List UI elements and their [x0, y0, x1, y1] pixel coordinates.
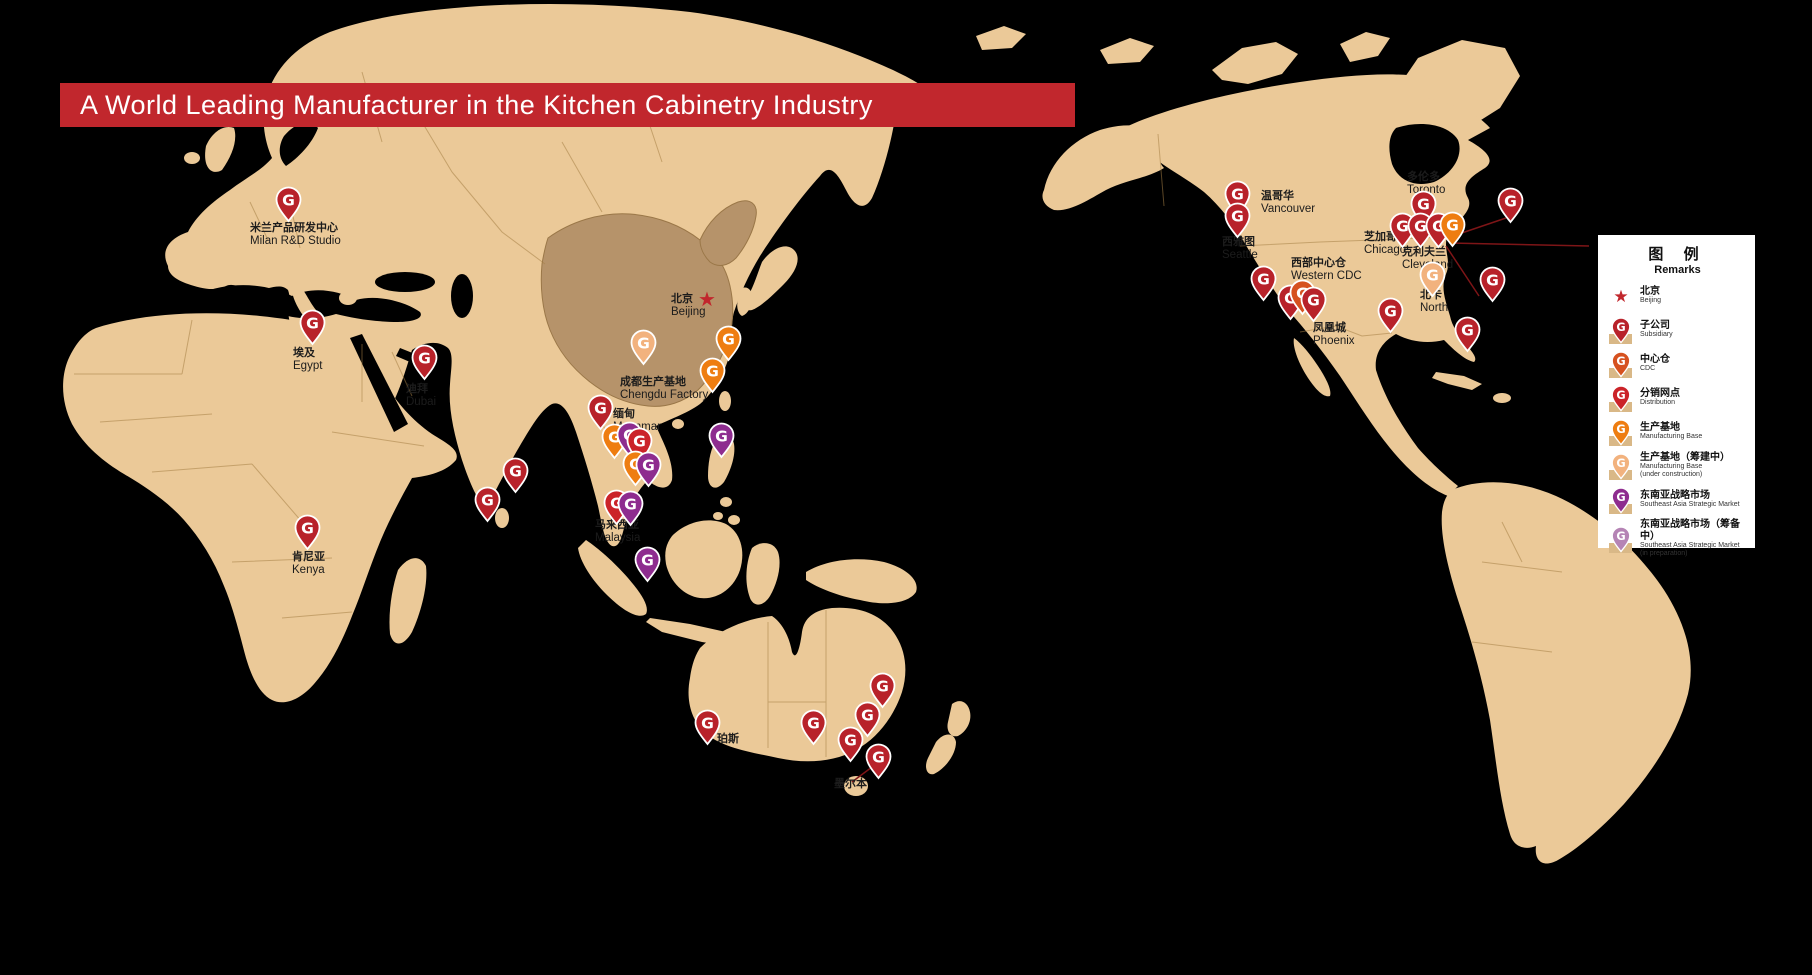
mfg-pin-icon: G	[1606, 417, 1636, 446]
legend-label-zh: 北京	[1640, 285, 1660, 297]
legend-item-mfg_prep: G 生产基地（筹建中） Manufacturing Base (under const…	[1606, 451, 1749, 480]
legend-item-text: 北京 Beijing	[1636, 286, 1661, 306]
beijing-star-icon: ★	[698, 289, 716, 311]
china-region	[540, 200, 757, 407]
beijing-label-zh: 北京	[671, 293, 693, 305]
svg-text:G: G	[1616, 321, 1625, 334]
legend-label-en: Distribution	[1640, 399, 1676, 407]
legend-item-text: 分销网点 Distribution	[1636, 388, 1680, 408]
legend-item-sea_prep: G 东南亚战略市场（筹备中） Southeast Asia Strategic Ma…	[1606, 519, 1749, 558]
beijing-label-en: Beijing	[671, 305, 706, 318]
legend-label-en: Southeast Asia Strategic Market	[1640, 501, 1740, 509]
legend-label-en: Beijing	[1640, 297, 1662, 305]
legend-item-mfg: G 生产基地 Manufacturing Base	[1606, 417, 1749, 446]
legend-label-en: (in preparation)	[1640, 550, 1688, 558]
legend-label-zh: 生产基地	[1640, 421, 1680, 433]
legend-label-en: Subsidiary	[1640, 331, 1673, 339]
svg-text:G: G	[1616, 491, 1625, 504]
legend-title-zh: 图 例	[1648, 246, 1707, 263]
subsidiary-pin-icon: G	[1606, 315, 1636, 344]
sea_prep-pin-icon: G	[1606, 524, 1636, 554]
legend-item-text: 中心仓 CDC	[1636, 354, 1670, 374]
legend-item-distribution: G 分销网点 Distribution	[1606, 383, 1749, 412]
cdc-pin-icon: G	[1606, 349, 1636, 378]
legend-items: ★ 北京 Beijing G 子公司 Subsidiary G 中心仓 CDC G 分销网点 Dist…	[1606, 281, 1749, 558]
connector-line	[1448, 242, 1590, 247]
legend-item-cdc: G 中心仓 CDC	[1606, 349, 1749, 378]
legend-label-en: Manufacturing Base	[1640, 463, 1703, 471]
distribution-pin-icon: G	[1606, 383, 1636, 412]
legend-item-text: 东南亚战略市场（筹备中） Southeast Asia Strategic Mar…	[1636, 519, 1749, 558]
legend-label-en: Southeast Asia Strategic Market	[1640, 542, 1740, 549]
legend-title-en: Remarks	[1654, 264, 1701, 276]
legend-item-text: 生产基地 Manufacturing Base	[1636, 422, 1702, 442]
legend-label-en: Manufacturing Base	[1640, 433, 1703, 441]
beijing-star-icon: ★	[1606, 281, 1636, 310]
map-label-beijing: 北京 Beijing	[671, 293, 706, 318]
sea-pin-icon: G	[1606, 485, 1636, 514]
svg-text:G: G	[1616, 423, 1625, 436]
connector-line	[1445, 245, 1480, 297]
mfg_prep-pin-icon: G	[1606, 451, 1636, 480]
svg-text:G: G	[1616, 355, 1625, 368]
legend-label-zh: 分销网点	[1640, 387, 1680, 399]
legend-label-zh: 东南亚战略市场（筹备中）	[1640, 519, 1740, 542]
legend-item-sea: G 东南亚战略市场 Southeast Asia Strategic Market	[1606, 485, 1749, 514]
svg-text:G: G	[1616, 530, 1625, 543]
banner-title: A World Leading Manufacturer in the Kitc…	[80, 89, 873, 120]
legend-item-text: 东南亚战略市场 Southeast Asia Strategic Market	[1636, 490, 1740, 510]
legend-label-zh: 东南亚战略市场	[1640, 489, 1710, 501]
legend-item-beijing: ★ 北京 Beijing	[1606, 281, 1749, 310]
legend-label-en: (under construction)	[1640, 471, 1703, 479]
legend-label-zh: 生产基地（筹建中）	[1640, 451, 1730, 463]
legend-item-text: 子公司 Subsidiary	[1636, 320, 1673, 340]
legend-item-text: 生产基地（筹建中） Manufacturing Base (under constr…	[1636, 452, 1730, 480]
title-banner: A World Leading Manufacturer in the Kitc…	[60, 83, 1075, 127]
legend-label-zh: 子公司	[1640, 319, 1670, 331]
legend-label-en: CDC	[1640, 365, 1656, 373]
svg-text:G: G	[1616, 389, 1625, 402]
legend-label-zh: 中心仓	[1640, 353, 1670, 365]
star-icon: ★	[1613, 287, 1629, 306]
legend-panel: 图 例 Remarks ★ 北京 Beijing G 子公司 Subsidiary G 中心仓…	[1598, 235, 1755, 557]
legend-title: 图 例 Remarks	[1606, 243, 1749, 276]
legend-item-subsidiary: G 子公司 Subsidiary	[1606, 315, 1749, 344]
svg-text:G: G	[1616, 457, 1625, 470]
